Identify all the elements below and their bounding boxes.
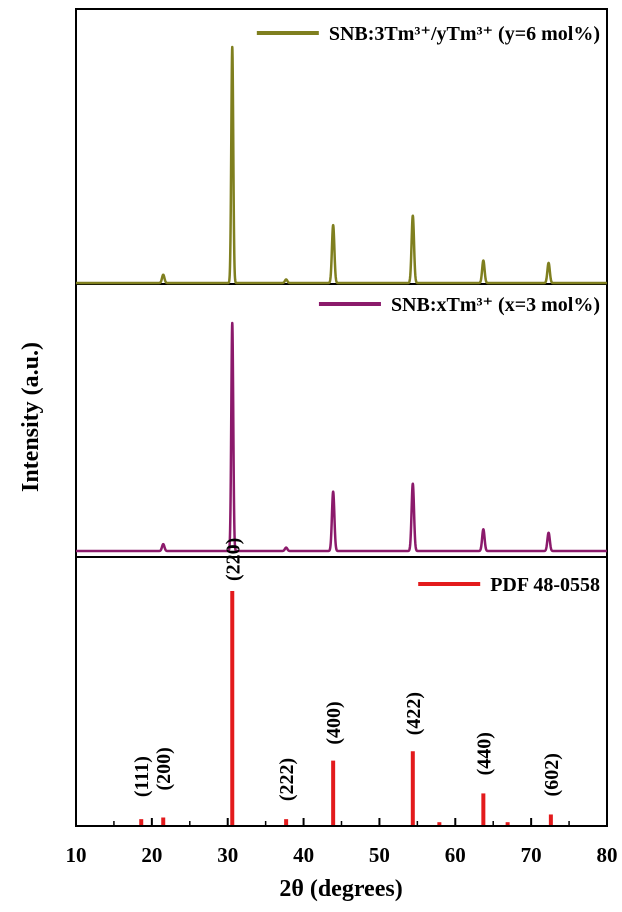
hkl-label: (200) [153,747,175,790]
legend-label: PDF 48-0558 [490,574,600,596]
x-tick-label: 30 [217,843,238,867]
x-tick-label: 50 [369,843,390,867]
x-tick-label: 10 [66,843,87,867]
x-tick-label: 60 [445,843,466,867]
y-axis-title: Intensity (a.u.) [18,342,44,492]
x-tick-label: 80 [597,843,618,867]
hkl-label: (602) [541,753,563,796]
series-line [74,321,608,553]
legend-2: SNB:xTm³⁺ (x=3 mol%) [318,294,600,316]
hkl-label: (111) [131,756,153,797]
hkl-label: (400) [323,701,345,744]
hkl-label: (422) [403,692,425,735]
panel-2: SNB:xTm³⁺ (x=3 mol%) [74,294,608,553]
legend-1: SNB:3Tm³⁺/yTm³⁺ (y=6 mol%) [256,23,600,45]
hkl-label: (440) [473,732,495,775]
legend-label: SNB:3Tm³⁺/yTm³⁺ (y=6 mol%) [329,23,600,45]
x-ticks-group: 10 20 30 40 50 60 70 80 [66,818,618,867]
panel-1: SNB:3Tm³⁺/yTm³⁺ (y=6 mol%) [74,23,608,285]
x-tick-label: 40 [293,843,314,867]
hkl-label: (220) [222,538,244,581]
hkl-label: (222) [276,758,298,801]
legend-3: PDF 48-0558 [418,574,600,596]
series-line [74,45,608,285]
x-tick-label: 70 [521,843,542,867]
panel-3: (111) (200) (220) (222) (400) (422) (440) (602)… [131,538,600,825]
x-tick-label: 20 [141,843,162,867]
legend-label: SNB:xTm³⁺ (x=3 mol%) [391,294,600,316]
panels-group: SNB:3Tm³⁺/yTm³⁺ (y=6 mol%) SNB:xTm³⁺ (x=3… [74,23,608,825]
x-axis-title: 2θ (degrees) [279,876,402,902]
